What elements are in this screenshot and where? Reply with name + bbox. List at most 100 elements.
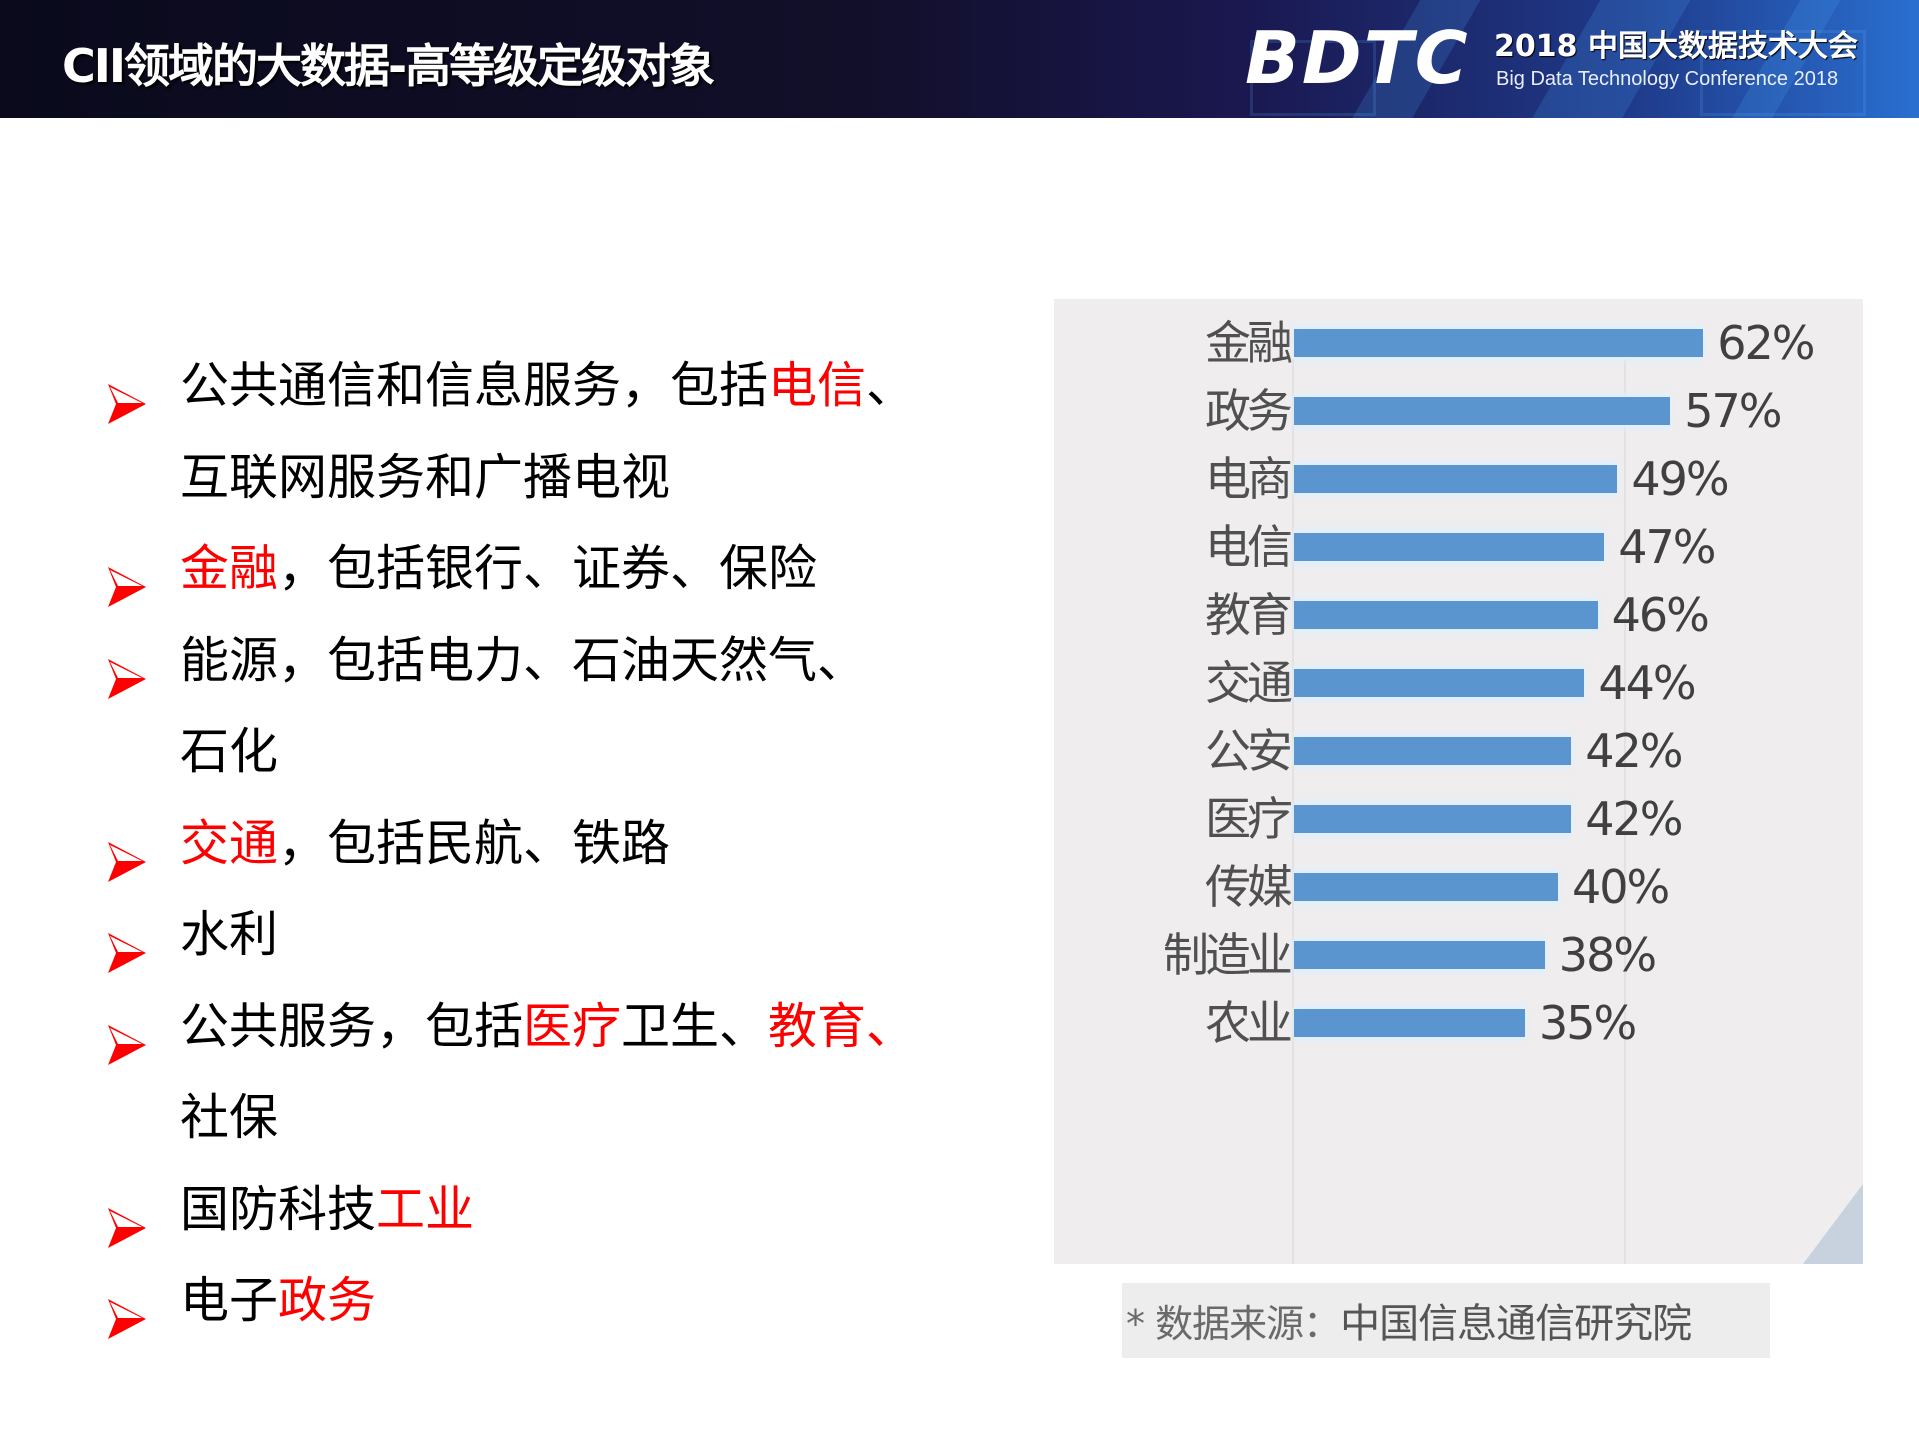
bullet-list: 公共通信和信息服务，包括电信、 互联网服务和广播电视 金融，包括银行、证券、保险 能源… [100, 340, 1040, 1347]
value-label: 35% [1539, 996, 1637, 1050]
category-label: 电商 [1205, 452, 1293, 506]
value-label: 38% [1558, 928, 1657, 982]
bullet-text-segment: 卫生、 [621, 997, 769, 1055]
bullet-text-segment: 国防科技 [180, 1180, 377, 1238]
bar-chart: 金融 62% 政务 57% 电商 49% 电信 47% 教育 46% 交通 44% 公安 42% 医疗 42%… [1054, 299, 1863, 1264]
red-arrow-bullet-icon [106, 547, 148, 607]
bullet-item: 电子政务 [100, 1255, 1040, 1347]
gridline [1292, 359, 1294, 1264]
bullet-text-segment: ，包括银行、证券、保险 [278, 540, 818, 597]
bullet-text: 金融，包括银行、证券、保险 [180, 523, 1040, 615]
bar [1294, 941, 1545, 969]
bullet-text: 国防科技工业 [180, 1164, 1040, 1256]
chart-row: 电信 47% [1054, 513, 1863, 583]
slide-title: CII领域的大数据-高等级定级对象 [62, 39, 715, 93]
bar [1294, 533, 1605, 561]
corner-decoration [1803, 1184, 1863, 1264]
bar [1294, 737, 1572, 765]
value-label: 47% [1618, 520, 1716, 574]
bullet-item: 公共服务，包括医疗卫生、教育、社保 [100, 981, 1040, 1164]
bar [1294, 329, 1704, 357]
gridline [1624, 359, 1626, 1264]
source-label: * 数据来源： [1126, 1302, 1341, 1346]
bar [1294, 397, 1671, 425]
red-arrow-bullet-icon [106, 639, 148, 699]
conference-name-cn: 2018 中国大数据技术大会 [1494, 29, 1858, 64]
conference-name-en: Big Data Technology Conference 2018 [1496, 68, 1839, 90]
bullet-item: 交通，包括民航、铁路 [100, 798, 1040, 890]
bullet-continuation: 石化 [180, 723, 279, 780]
bullet-text: 公共通信和信息服务，包括电信、 [180, 340, 1040, 432]
red-arrow-bullet-icon [106, 1188, 148, 1248]
category-label: 金融 [1205, 316, 1293, 370]
bar [1294, 465, 1618, 493]
chart-row: 农业 35% [1054, 989, 1863, 1059]
chart-row: 医疗 42% [1054, 785, 1863, 855]
bullet-item: 公共通信和信息服务，包括电信、互联网服务和广播电视 [100, 340, 1040, 523]
chart-row: 电商 49% [1054, 445, 1863, 515]
bullet-text-segment: 公共通信和信息服务，包括 [180, 357, 769, 414]
highlighted-text: 教育、 [768, 997, 916, 1055]
value-label: 46% [1611, 588, 1710, 642]
category-label: 农业 [1205, 996, 1293, 1050]
chart-row: 教育 46% [1054, 581, 1863, 651]
bullet-text: 交通，包括民航、铁路 [180, 798, 1040, 890]
category-label: 交通 [1205, 656, 1293, 710]
bullet-text-segment: 电子 [180, 1272, 279, 1329]
bdtc-logo: BDTC [1245, 16, 1470, 100]
red-arrow-bullet-icon [106, 1005, 148, 1065]
highlighted-text: 工业 [376, 1180, 475, 1238]
highlighted-text: 医疗 [523, 997, 622, 1055]
bullet-item: 水利 [100, 889, 1040, 981]
bullet-text: 能源，包括电力、石油天然气、 [180, 615, 1040, 707]
category-label: 制造业 [1163, 928, 1293, 982]
highlighted-text: 政务 [278, 1272, 377, 1329]
value-label: 40% [1572, 860, 1670, 914]
bar [1294, 1009, 1525, 1037]
category-label: 电信 [1205, 520, 1293, 574]
bar [1294, 873, 1558, 901]
bullet-text-segment: 、 [866, 357, 916, 414]
bullet-text-segment: ，包括民航、铁路 [278, 814, 671, 872]
value-label: 42% [1585, 792, 1683, 846]
value-label: 62% [1717, 316, 1815, 370]
red-arrow-bullet-icon [106, 822, 148, 882]
bar [1294, 601, 1598, 629]
slide-header: CII领域的大数据-高等级定级对象 BDTC 2018 中国大数据技术大会 Bi… [0, 0, 1919, 118]
bar [1294, 669, 1585, 697]
chart-row: 传媒 40% [1054, 853, 1863, 923]
bullet-text-segment: 能源，包括电力、石油天然气、 [180, 631, 867, 689]
header-decoration [1250, 40, 1376, 116]
category-label: 医疗 [1205, 792, 1293, 846]
header-decoration [1700, 30, 1866, 116]
chart-row: 政务 57% [1054, 377, 1863, 447]
bullet-text: 水利 [180, 889, 1040, 981]
bullet-continuation: 社保 [180, 1089, 279, 1146]
bullet-item: 能源，包括电力、石油天然气、 石化 [100, 615, 1040, 798]
bullet-text: 电子政务 [180, 1255, 1040, 1347]
red-arrow-bullet-icon [106, 1279, 148, 1339]
data-source-note: * 数据来源：中国信息通信研究院 [1122, 1283, 1770, 1358]
chart-row: 制造业 38% [1054, 921, 1863, 991]
highlighted-text: 金融 [180, 540, 279, 597]
source-org: 中国信息通信研究院 [1340, 1301, 1692, 1347]
value-label: 57% [1684, 384, 1782, 438]
bullet-text: 公共服务，包括医疗卫生、教育、 [180, 981, 1040, 1073]
category-label: 教育 [1205, 588, 1293, 642]
bullet-item: 金融，包括银行、证券、保险 [100, 523, 1040, 615]
value-label: 42% [1585, 724, 1683, 778]
value-label: 44% [1598, 656, 1696, 710]
chart-row: 公安 42% [1054, 717, 1863, 787]
highlighted-text: 电信 [768, 357, 867, 414]
bar [1294, 805, 1572, 833]
red-arrow-bullet-icon [106, 913, 148, 973]
highlighted-text: 交通 [180, 814, 279, 872]
value-label: 49% [1631, 452, 1729, 506]
category-label: 政务 [1205, 384, 1293, 438]
category-label: 传媒 [1205, 860, 1293, 914]
chart-row: 金融 62% [1054, 309, 1863, 379]
chart-row: 交通 44% [1054, 649, 1863, 719]
bullet-continuation: 互联网服务和广播电视 [180, 448, 671, 506]
bullet-text-segment: 公共服务，包括 [180, 997, 524, 1055]
bullet-text-segment: 水利 [180, 906, 279, 963]
